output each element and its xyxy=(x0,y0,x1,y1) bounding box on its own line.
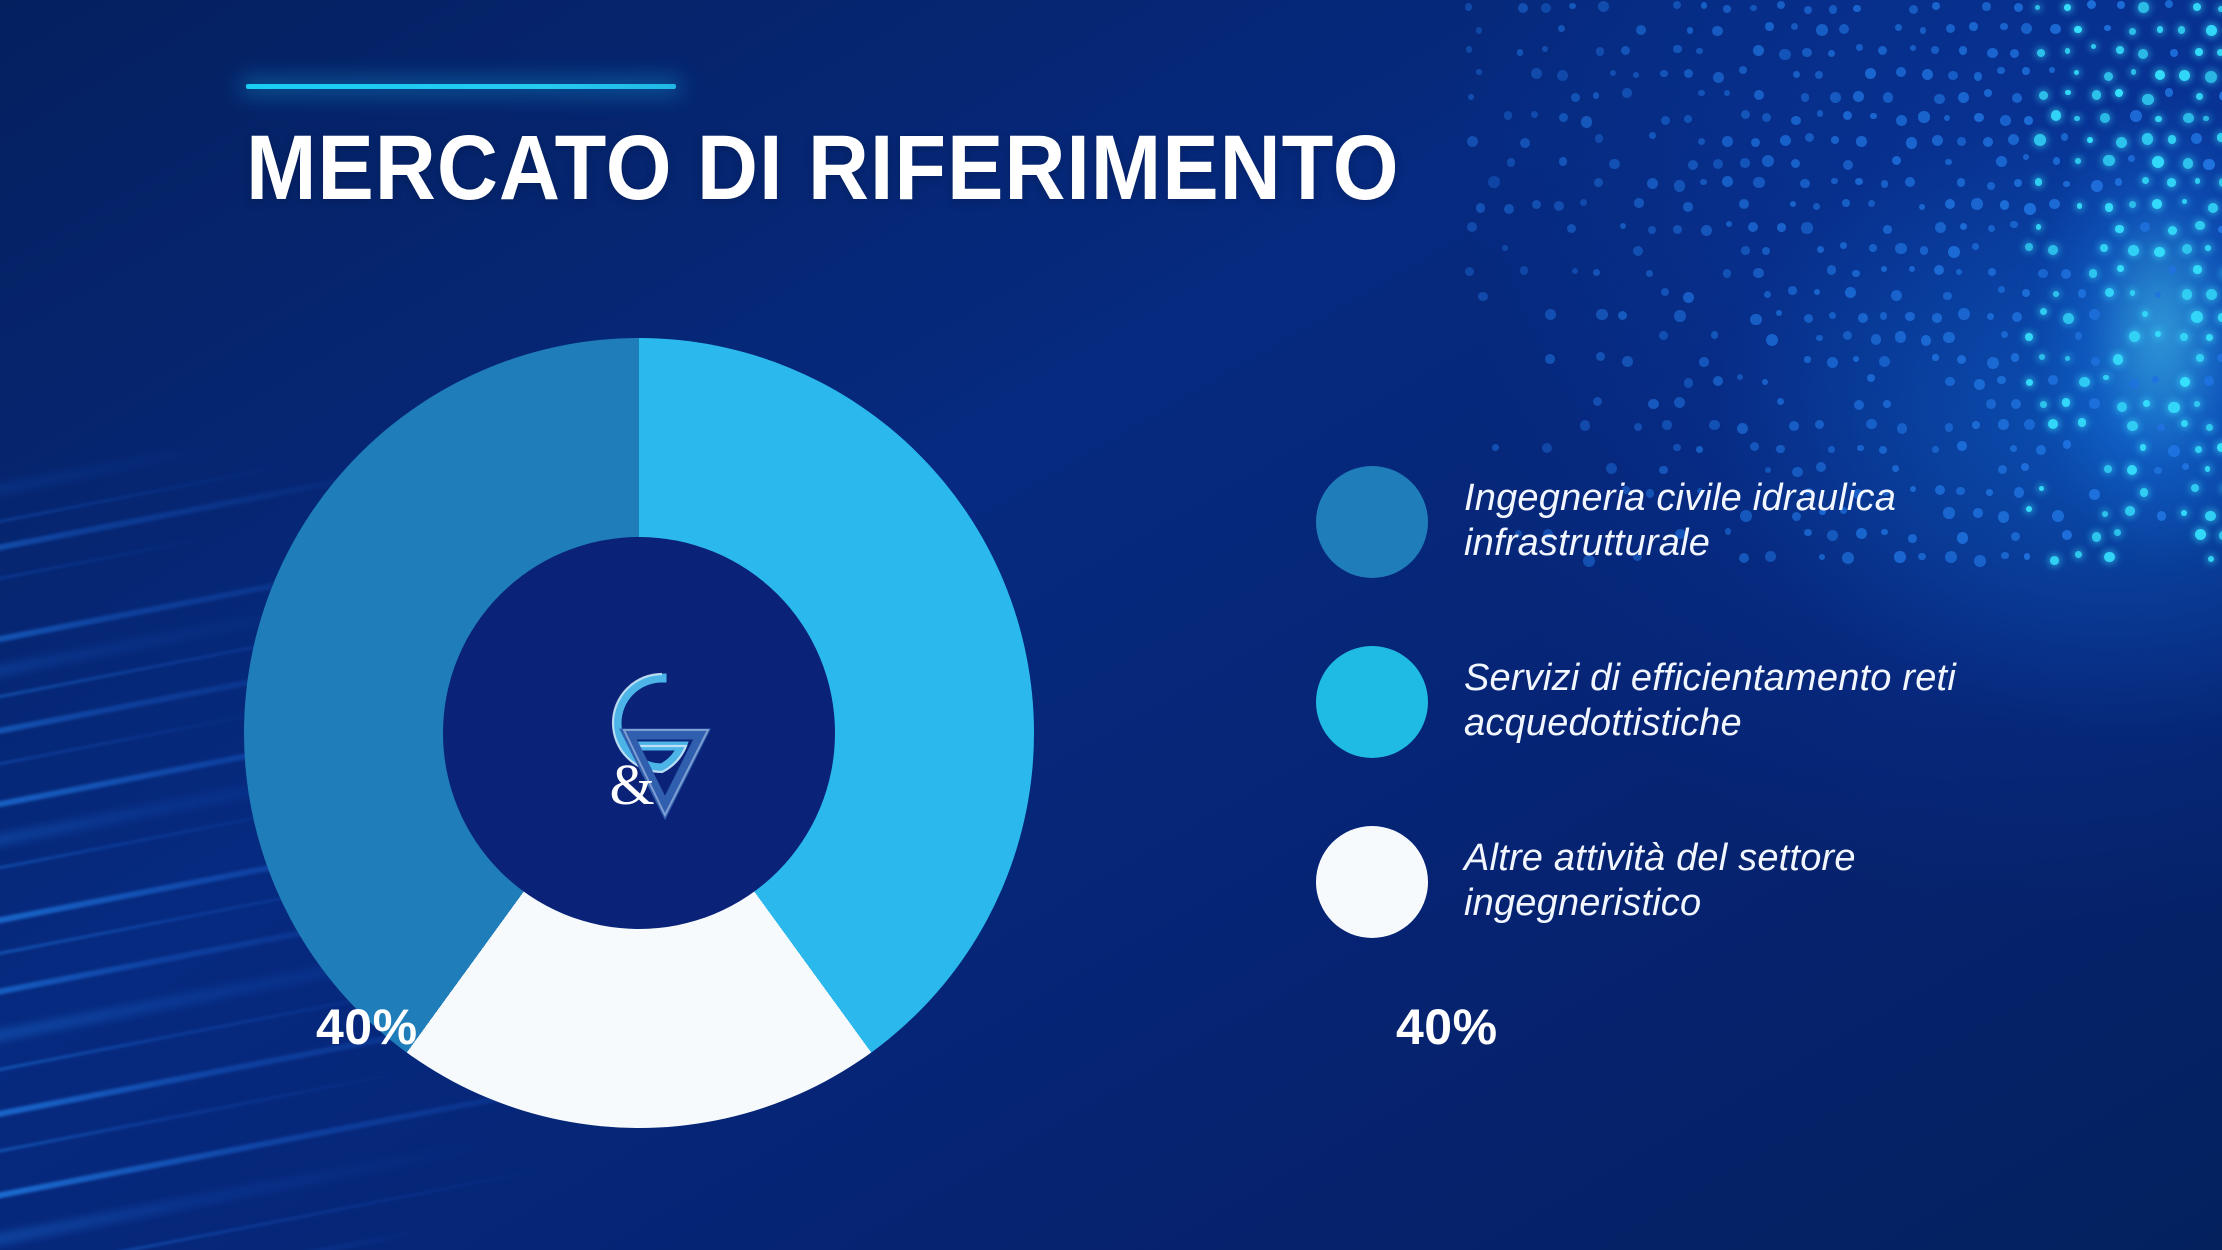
donut-chart: & 40% 20% 40% xyxy=(244,338,1497,1128)
legend-item-label: Servizi di efficientamento reti acquedot… xyxy=(1464,657,1956,744)
gv-monogram-icon: & xyxy=(609,672,711,821)
legend-item-label: Ingegneria civile idraulica infrastruttu… xyxy=(1464,477,1897,564)
svg-text:&: & xyxy=(609,752,654,817)
legend-swatch-icon xyxy=(1316,826,1428,938)
legend-item-label: Altre attività del settore ingegneristic… xyxy=(1464,837,1856,924)
page-title: MERCATO DI RIFERIMENTO xyxy=(246,117,1400,219)
page-title-block: MERCATO DI RIFERIMENTO xyxy=(246,84,1500,219)
slice-label-left: 40% xyxy=(316,999,418,1055)
chart-legend: Ingegneria civile idraulica infrastruttu… xyxy=(1316,460,2076,1000)
legend-swatch-icon xyxy=(1316,646,1428,758)
donut-center-logo: & xyxy=(443,537,835,929)
title-accent-rule xyxy=(246,84,676,89)
legend-item[interactable]: Servizi di efficientamento reti acquedot… xyxy=(1316,640,2076,758)
legend-item[interactable]: Altre attività del settore ingegneristic… xyxy=(1316,820,2076,938)
slice-label-right: 40% xyxy=(1396,999,1498,1055)
legend-swatch-icon xyxy=(1316,466,1428,578)
legend-item[interactable]: Ingegneria civile idraulica infrastruttu… xyxy=(1316,460,2076,578)
